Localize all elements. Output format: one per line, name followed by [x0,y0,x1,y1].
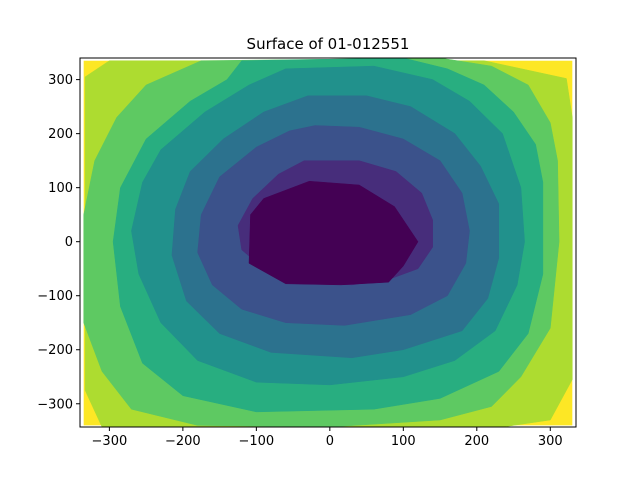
x-tick-label: −300 [92,434,128,449]
y-tick-label: 0 [65,235,73,250]
y-tick-label: 100 [48,181,73,196]
axes: −300 −200 −100 0 100 200 300 −300 −200 −100 0 100 20… [37,57,577,449]
y-tick-label: 300 [48,73,73,88]
y-tick-label: 200 [48,127,73,142]
x-tick-label: 300 [538,434,563,449]
x-tick-label: 0 [326,434,334,449]
axes-frame [79,57,577,428]
plot-area [80,58,576,427]
x-tick-label: −200 [165,434,201,449]
x-tick-label: 100 [391,434,416,449]
x-tick-label: 200 [464,434,489,449]
y-tick-label: −300 [37,397,73,412]
y-tick-label: −200 [37,343,73,358]
y-tick-label: −100 [37,289,73,304]
x-tick-label: −100 [238,434,274,449]
contour-band-8 [248,180,419,286]
chart-title: Surface of 01-012551 [247,35,410,53]
